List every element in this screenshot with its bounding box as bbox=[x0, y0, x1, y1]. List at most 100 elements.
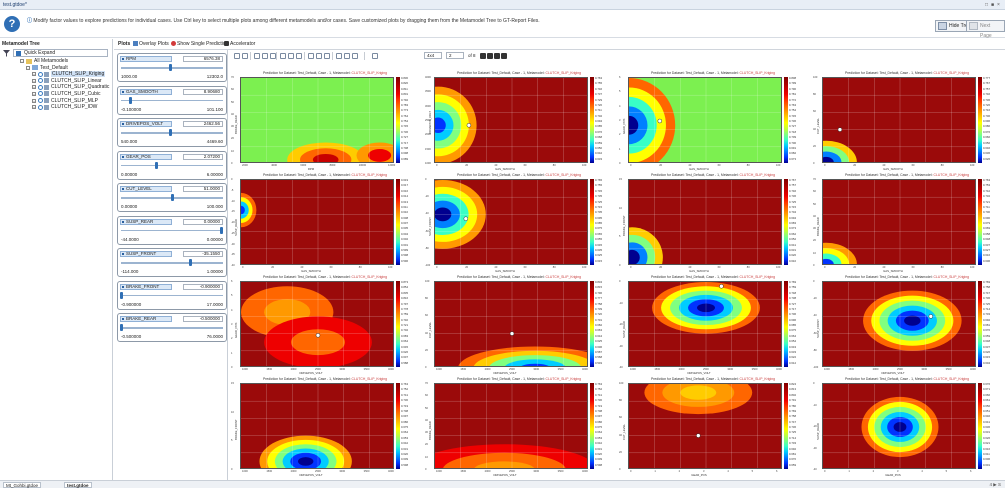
factor-value-input[interactable]: -0.900000 bbox=[183, 283, 223, 290]
contour-area[interactable] bbox=[434, 179, 588, 265]
slider-thumb[interactable] bbox=[220, 226, 223, 234]
visibility-icon[interactable] bbox=[38, 84, 43, 90]
restore-icon[interactable]: □ bbox=[985, 2, 989, 8]
maximize-icon[interactable]: ■ bbox=[991, 2, 995, 8]
expand-icon[interactable]: + bbox=[32, 72, 36, 77]
slider-track[interactable] bbox=[121, 229, 223, 231]
tab-plots[interactable]: Plots bbox=[118, 41, 131, 47]
current-point-marker[interactable] bbox=[315, 333, 321, 338]
contour-area[interactable] bbox=[434, 77, 588, 163]
current-point-marker[interactable] bbox=[719, 284, 724, 289]
contour-plot[interactable]: Prediction for Dataset: Test_Default, Ca… bbox=[810, 377, 1004, 479]
expand-icon[interactable]: + bbox=[32, 91, 36, 96]
contour-area[interactable] bbox=[240, 281, 394, 367]
factor-name[interactable]: DRIVEPOS_VOLT bbox=[120, 121, 172, 127]
factor-name[interactable]: BRAKE_REAR bbox=[120, 316, 172, 322]
factor-slider-brake-front[interactable]: BRAKE_FRONT -0.900000 -0.900000 17.0000 bbox=[117, 280, 227, 310]
slider-track[interactable] bbox=[121, 67, 223, 69]
factor-slider-rpm[interactable]: RPM 6576.38 1000.00 12302.0 bbox=[117, 53, 227, 82]
contour-area[interactable] bbox=[628, 179, 782, 265]
slider-thumb[interactable] bbox=[155, 161, 158, 169]
contour-plot[interactable]: Prediction for Dataset: Test_Default, Ca… bbox=[810, 71, 1004, 173]
visibility-icon[interactable] bbox=[38, 98, 43, 104]
collapse-icon[interactable]: - bbox=[20, 59, 24, 63]
collapse-icon[interactable]: - bbox=[26, 65, 30, 70]
contour-plot[interactable]: Prediction for Dataset: Test_Default, Ca… bbox=[810, 275, 1004, 377]
factor-value-input[interactable]: 51.0000 bbox=[183, 186, 223, 192]
slider-track[interactable] bbox=[121, 164, 223, 166]
contour-plot[interactable]: Prediction for Dataset: Test_Default, Ca… bbox=[422, 275, 616, 377]
pan-icon[interactable] bbox=[296, 53, 302, 59]
current-point-marker[interactable] bbox=[463, 216, 468, 221]
undo-icon[interactable] bbox=[234, 53, 240, 59]
expand-icon[interactable]: + bbox=[32, 78, 36, 83]
factor-name[interactable]: BRAKE_FRONT bbox=[120, 283, 172, 290]
visibility-icon[interactable] bbox=[38, 78, 43, 84]
expand-icon[interactable]: + bbox=[32, 98, 36, 103]
current-point-marker[interactable] bbox=[696, 433, 701, 438]
contour-area[interactable] bbox=[628, 383, 782, 469]
slider-thumb[interactable] bbox=[189, 259, 192, 266]
factor-name[interactable]: GAS_SMOOTH bbox=[120, 88, 172, 95]
zoom-box-icon[interactable] bbox=[288, 53, 294, 59]
expand-icon[interactable]: + bbox=[32, 105, 36, 110]
slider-track[interactable] bbox=[121, 132, 223, 134]
copy-icon[interactable] bbox=[262, 53, 268, 59]
contour-plot[interactable]: Prediction for Dataset: Test_Default, Ca… bbox=[228, 173, 422, 275]
zoom-in-icon[interactable] bbox=[344, 53, 350, 59]
factor-value-input[interactable]: 2462.56 bbox=[183, 121, 223, 127]
prev-page-icon[interactable] bbox=[487, 53, 493, 59]
factor-slider-cut-level[interactable]: CUT_LEVEL 51.0000 0.00000 100.000 bbox=[117, 183, 227, 212]
expand-icon[interactable]: + bbox=[32, 85, 36, 90]
slider-thumb[interactable] bbox=[169, 129, 172, 136]
refresh-icon[interactable] bbox=[254, 53, 260, 59]
factor-value-input[interactable]: 6576.38 bbox=[183, 56, 223, 62]
contour-area[interactable] bbox=[240, 77, 394, 163]
slider-track[interactable] bbox=[121, 99, 223, 101]
contour-plot[interactable]: Prediction for Dataset: Test_Default, Ca… bbox=[616, 71, 810, 173]
quick-expand-field[interactable]: Quick Expand bbox=[13, 49, 108, 57]
factor-name[interactable]: RPM bbox=[120, 56, 172, 62]
slider-thumb[interactable] bbox=[129, 96, 132, 104]
filter-icon[interactable] bbox=[3, 50, 10, 57]
layout-select[interactable]: 4x4 bbox=[424, 52, 442, 59]
grid-icon[interactable] bbox=[316, 53, 322, 59]
contour-plot[interactable]: Prediction for Dataset: Test_Default, Ca… bbox=[616, 377, 810, 479]
contour-area[interactable] bbox=[822, 383, 976, 469]
factor-value-input[interactable]: 0.00000 bbox=[183, 218, 223, 225]
factor-name[interactable]: GEAR_POS bbox=[120, 153, 172, 160]
slider-track[interactable] bbox=[121, 327, 223, 329]
page-select[interactable]: 2 bbox=[446, 52, 464, 59]
factor-name[interactable]: SUSP_REAR bbox=[120, 218, 172, 225]
settings-icon[interactable] bbox=[324, 53, 330, 59]
slider-track[interactable] bbox=[121, 262, 223, 264]
factor-value-input[interactable]: -0.500000 bbox=[183, 316, 223, 322]
contour-area[interactable] bbox=[822, 179, 976, 265]
axis-icon[interactable] bbox=[308, 53, 314, 59]
contour-plot[interactable]: Prediction for Dataset: Test_Default, Ca… bbox=[422, 377, 616, 479]
select-icon[interactable] bbox=[280, 53, 286, 59]
slider-thumb[interactable] bbox=[169, 64, 172, 71]
contour-plot[interactable]: Prediction for Dataset: Test_Default, Ca… bbox=[228, 377, 422, 479]
next-page-button[interactable]: Next Page bbox=[966, 20, 1005, 39]
slider-thumb[interactable] bbox=[120, 324, 123, 331]
contour-area[interactable] bbox=[822, 77, 976, 163]
slider-track[interactable] bbox=[121, 294, 223, 296]
zoom-out-icon[interactable] bbox=[352, 53, 358, 59]
current-point-marker[interactable] bbox=[509, 331, 515, 336]
close-icon[interactable]: × bbox=[997, 2, 1000, 8]
contour-area[interactable] bbox=[822, 281, 976, 367]
last-page-icon[interactable] bbox=[501, 53, 507, 59]
visibility-icon[interactable] bbox=[38, 91, 43, 97]
export-icon[interactable] bbox=[372, 53, 378, 59]
factor-slider-susp-rear[interactable]: SUSP_REAR 0.00000 -44.0000 0.00000 bbox=[117, 215, 227, 245]
contour-area[interactable] bbox=[434, 383, 588, 469]
factor-value-input[interactable]: -35.1550 bbox=[183, 251, 223, 257]
save-icon[interactable] bbox=[270, 53, 276, 59]
next-page-icon[interactable] bbox=[494, 53, 500, 59]
visibility-icon[interactable] bbox=[38, 71, 43, 77]
tab-overlay-plots[interactable]: Overlay Plots bbox=[133, 41, 169, 47]
contour-plot[interactable]: Prediction for Dataset: Test_Default, Ca… bbox=[616, 275, 810, 377]
factor-slider-gas-smooth[interactable]: GAS_SMOOTH 8.90680 -0.100000 101.100 bbox=[117, 85, 227, 115]
contour-area[interactable] bbox=[434, 281, 588, 367]
